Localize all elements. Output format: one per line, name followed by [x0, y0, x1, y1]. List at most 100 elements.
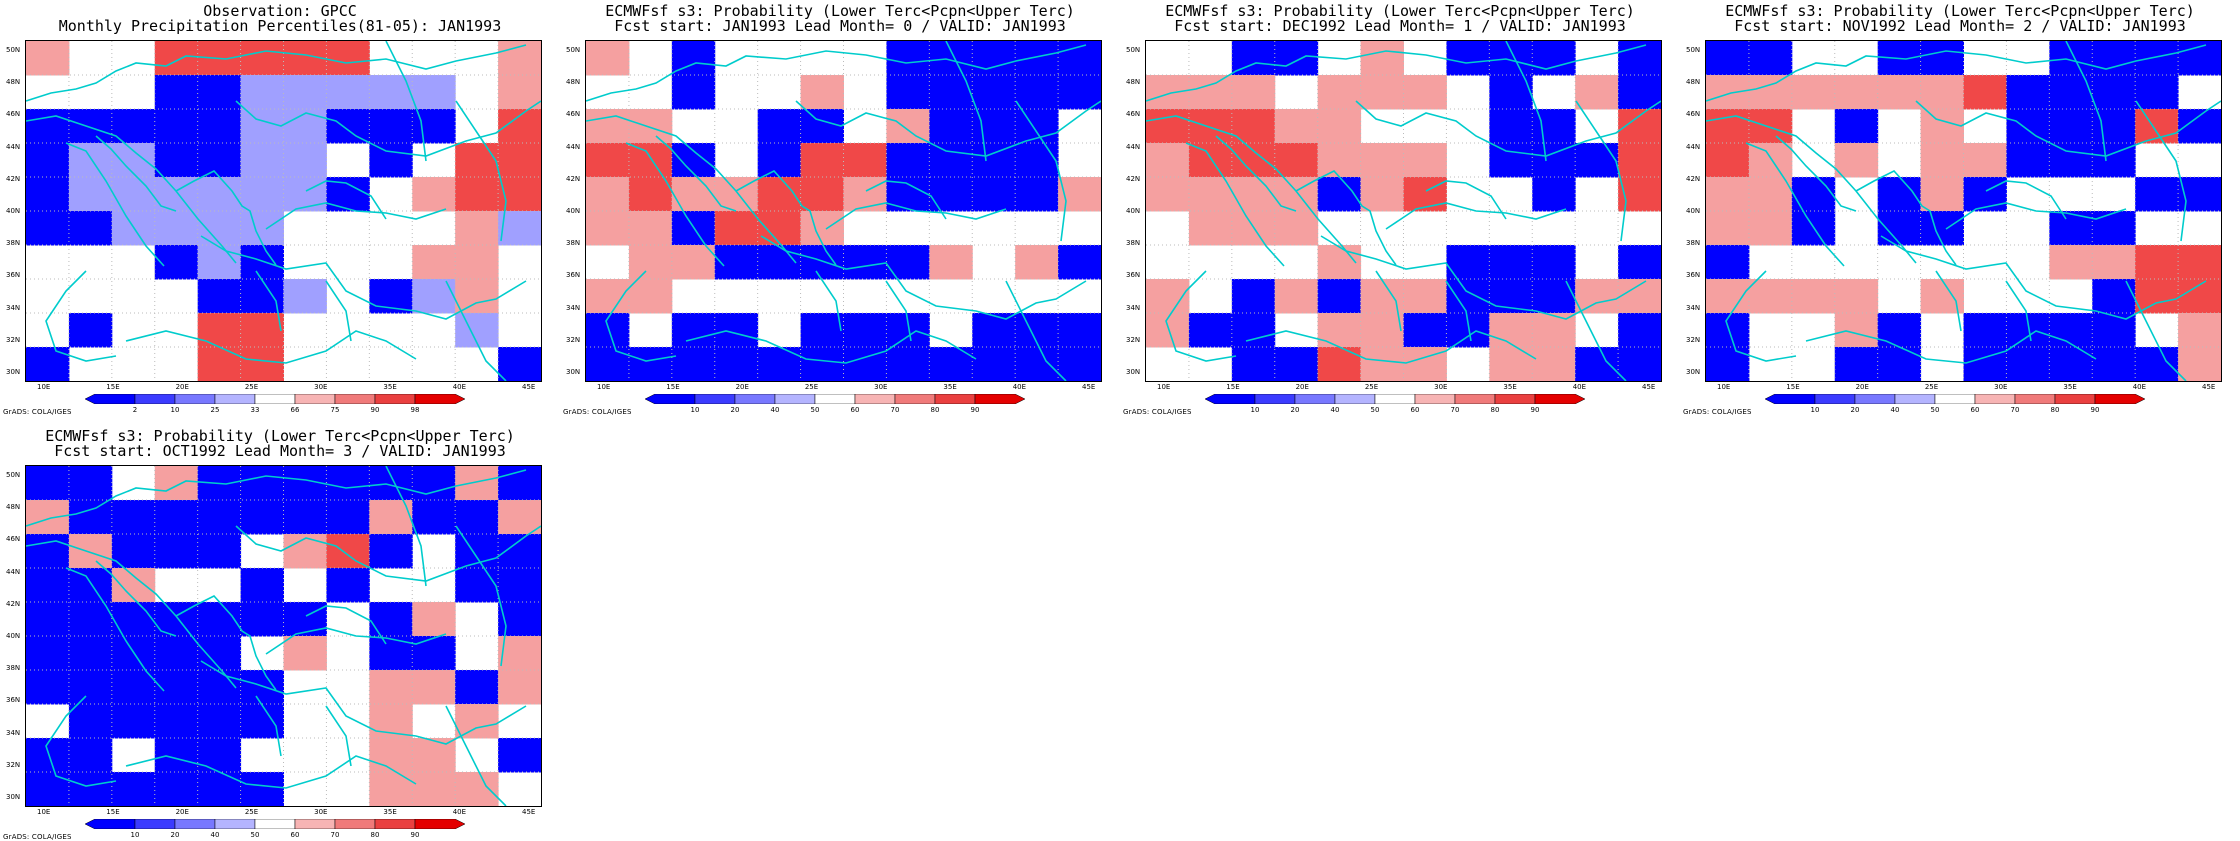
grads-credit: GrADS: COLA/IGES: [1123, 408, 1192, 416]
grid-cell: [154, 211, 199, 246]
grid-cell: [1532, 347, 1576, 381]
colorbar-label: 20: [1290, 406, 1300, 414]
grid-cell: [283, 602, 327, 637]
colorbar-swatch: [974, 394, 1025, 404]
lon-label: 45E: [1082, 383, 1096, 391]
coastline: [1295, 170, 1397, 266]
colorbar-swatch: [1374, 394, 1416, 404]
grid-cell: [498, 738, 541, 773]
map-panel-5: ECMWFsf s3: Probability (Lower Terc<Pcpn…: [0, 425, 560, 841]
colorbar-label: 75: [330, 406, 340, 414]
grid-cell: [1231, 143, 1276, 178]
grid-cell: [197, 143, 242, 178]
grid-cell: [1231, 75, 1276, 110]
grid-cell: [1317, 245, 1362, 280]
grid-cell: [972, 143, 1016, 178]
grid-cell: [1877, 347, 1922, 381]
lat-label: 32N: [1126, 335, 1141, 344]
colorbar-swatch: [934, 394, 976, 404]
grid-cell: [2092, 313, 2136, 348]
grid-cell: [68, 636, 113, 671]
panel-title-line2: Fcst start: JAN1993 Lead Month= 0 / VALI…: [614, 17, 1066, 35]
colorbar: [645, 394, 1025, 404]
grid-cell: [283, 109, 327, 144]
lat-label: 44N: [566, 142, 581, 151]
grid-cell: [1317, 109, 1362, 144]
grid-cell: [68, 772, 113, 806]
grid-cell: [197, 245, 242, 280]
grid-cell: [1575, 347, 1619, 381]
grid-cell: [628, 347, 673, 381]
grid-cell: [68, 211, 113, 246]
grid-cell: [1403, 313, 1447, 348]
grid-cell: [68, 143, 113, 178]
coastline: [1915, 100, 2221, 157]
grid-cell: [111, 568, 156, 603]
colorbar-swatch: [85, 394, 136, 404]
grid-cell: [240, 177, 284, 212]
colorbar-swatch: [894, 394, 936, 404]
colorbar: [85, 819, 465, 829]
coastline: [1425, 180, 1507, 220]
grid-cell: [929, 245, 973, 280]
lon-label: 45E: [1642, 383, 1656, 391]
lat-label: 36N: [6, 271, 21, 280]
grid-cell: [2092, 75, 2136, 110]
grid-cell: [369, 534, 413, 569]
grid-cell: [455, 704, 499, 739]
precip-grid: [1146, 41, 1661, 381]
grid-cell: [412, 279, 456, 314]
colorbar-label: 90: [410, 831, 420, 839]
grid-cell: [929, 143, 973, 178]
grads-credit: GrADS: COLA/IGES: [3, 833, 72, 841]
lat-label: 44N: [1686, 142, 1701, 151]
colorbar-label: 40: [210, 831, 220, 839]
grid-cell: [455, 211, 499, 246]
coastline: [1505, 41, 1547, 162]
panel-title-line1: ECMWFsf s3: Probability (Lower Terc<Pcpn…: [1725, 2, 2195, 20]
grid-cell: [26, 772, 70, 806]
grid-cell: [369, 109, 413, 144]
grid-cell: [240, 500, 284, 535]
colorbar-label: 80: [1490, 406, 1500, 414]
grid-cell: [757, 211, 802, 246]
colorbar-label: 20: [170, 831, 180, 839]
colorbar: [1205, 394, 1585, 404]
lon-label: 10E: [1717, 383, 1731, 391]
grid-cell: [2049, 211, 2093, 246]
grid-cell: [1274, 211, 1319, 246]
grid-cell: [455, 772, 499, 806]
coastline: [1775, 135, 1857, 212]
lon-label: 40E: [2132, 383, 2147, 391]
lat-label: 34N: [1686, 303, 1701, 312]
grid-cell: [1360, 313, 1404, 348]
lat-label: 44N: [6, 567, 21, 576]
lat-label: 50N: [1686, 46, 1701, 54]
grid-cell: [1489, 109, 1533, 144]
grid-cell: [1706, 75, 1750, 110]
grid-cell: [2092, 279, 2136, 314]
coastline: [445, 280, 507, 381]
lon-label: 25E: [804, 383, 819, 391]
coastline: [45, 695, 117, 787]
grid-cell: [1834, 313, 1879, 348]
lat-label: 42N: [6, 174, 21, 183]
grid-cell: [972, 41, 1016, 76]
grid-cell: [326, 534, 370, 569]
grid-cell: [154, 143, 199, 178]
coastline: [1445, 280, 1472, 342]
grid-cell: [154, 245, 199, 280]
coastline: [760, 235, 1087, 320]
grid-cell: [2092, 211, 2136, 246]
map-area: [585, 40, 1102, 382]
grid-cell: [154, 670, 199, 705]
grid-cell: [1791, 279, 1836, 314]
colorbar-swatch: [645, 394, 696, 404]
coastline: [175, 170, 277, 266]
grid-cell: [68, 704, 113, 739]
lat-label: 36N: [1126, 271, 1141, 280]
colorbar: [1765, 394, 2145, 404]
grid-cell: [154, 41, 199, 76]
grid-cell: [1706, 347, 1750, 381]
grid-cell: [240, 313, 284, 348]
